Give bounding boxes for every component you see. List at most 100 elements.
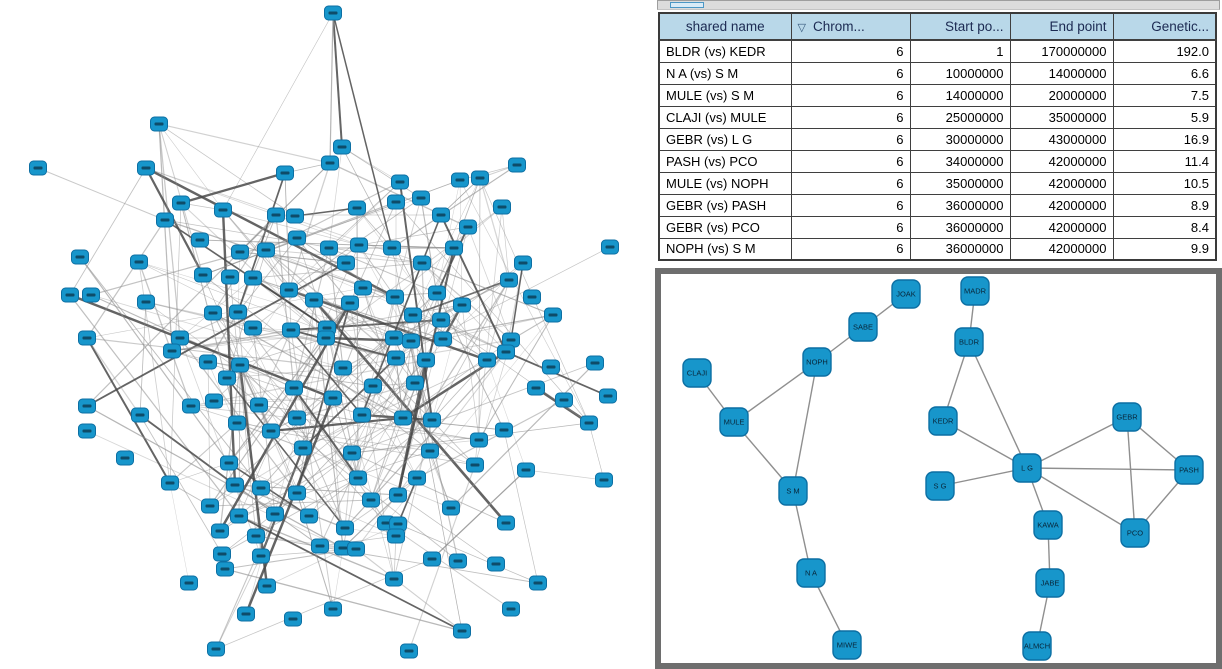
overview-node[interactable] (172, 195, 190, 211)
overview-node[interactable] (191, 232, 209, 248)
table-row[interactable]: CLAJI (vs) MULE 6 25000000 35000000 5.9 (658, 105, 1217, 129)
cell[interactable]: 10000000 (909, 61, 1011, 85)
overview-node[interactable] (529, 575, 547, 591)
overview-node[interactable] (204, 305, 222, 321)
overview-node[interactable] (478, 352, 496, 368)
node-jabe[interactable]: JABE (1035, 568, 1065, 598)
overview-node[interactable] (337, 255, 355, 271)
cell[interactable]: 6 (790, 149, 911, 173)
overview-node[interactable] (334, 360, 352, 376)
overview-node[interactable] (523, 289, 541, 305)
overview-node[interactable] (311, 538, 329, 554)
overview-node[interactable] (432, 312, 450, 328)
cell[interactable]: N A (vs) S M (658, 61, 792, 85)
overview-node[interactable] (156, 212, 174, 228)
overview-node[interactable] (354, 280, 372, 296)
node-kawa[interactable]: KAWA (1033, 510, 1063, 540)
cell[interactable]: 6.6 (1112, 61, 1217, 85)
overview-node[interactable] (258, 578, 276, 594)
overview-node[interactable] (364, 378, 382, 394)
overview-network-canvas[interactable] (0, 0, 655, 669)
overview-node[interactable] (466, 457, 484, 473)
cell[interactable]: 35000000 (909, 171, 1011, 195)
overview-node[interactable] (387, 350, 405, 366)
cell[interactable]: 14000000 (909, 83, 1011, 107)
overview-node[interactable] (286, 208, 304, 224)
node-shape[interactable] (848, 312, 878, 342)
overview-node[interactable] (78, 423, 96, 439)
overview-node[interactable] (250, 397, 268, 413)
node-shape[interactable] (832, 630, 862, 660)
overview-node[interactable] (451, 172, 469, 188)
node-shape[interactable] (802, 347, 832, 377)
overview-node[interactable] (230, 508, 248, 524)
node-pco[interactable]: PCO (1120, 518, 1150, 548)
node-s-g[interactable]: S G (925, 471, 955, 501)
overview-node[interactable] (408, 470, 426, 486)
node-joak[interactable]: JOAK (891, 279, 921, 309)
node-shape[interactable] (1035, 568, 1065, 598)
edge-BLDR-L-G[interactable] (968, 341, 1028, 469)
overview-node[interactable] (29, 160, 47, 176)
cell[interactable]: 7.5 (1112, 83, 1217, 107)
overview-node[interactable] (228, 415, 246, 431)
cell[interactable]: 6 (790, 83, 911, 107)
detail-network-canvas[interactable]: JOAK MADR SABE BLDR NOPH CLAJI MULE KEDR GEBR L G… (661, 274, 1216, 663)
overview-node[interactable] (421, 443, 439, 459)
overview-node[interactable] (487, 556, 505, 572)
overview-node[interactable] (305, 292, 323, 308)
overview-node[interactable] (542, 359, 560, 375)
cell[interactable]: MULE (vs) S M (658, 83, 792, 107)
cell[interactable]: BLDR (vs) KEDR (658, 39, 792, 63)
overview-node[interactable] (445, 240, 463, 256)
overview-node[interactable] (280, 282, 298, 298)
overview-node[interactable] (470, 432, 488, 448)
cell[interactable]: NOPH (vs) S M (658, 237, 792, 261)
overview-node[interactable] (288, 230, 306, 246)
overview-node[interactable] (417, 352, 435, 368)
overview-node[interactable] (244, 270, 262, 286)
overview-node[interactable] (347, 541, 365, 557)
cell[interactable]: 6 (790, 105, 911, 129)
node-shape[interactable] (1012, 453, 1042, 483)
cell[interactable]: GEBR (vs) PASH (658, 193, 792, 217)
overview-node[interactable] (341, 295, 359, 311)
table-row[interactable]: MULE (vs) NOPH 6 35000000 42000000 10.5 (658, 171, 1217, 195)
overview-node[interactable] (459, 219, 477, 235)
node-shape[interactable] (928, 406, 958, 436)
scrollbar-thumb[interactable] (670, 2, 704, 8)
overview-node[interactable] (586, 355, 604, 371)
node-shape[interactable] (954, 327, 984, 357)
cell[interactable]: 6 (790, 127, 911, 151)
edge-L-G-PCO[interactable] (1026, 467, 1136, 534)
node-mule[interactable]: MULE (719, 407, 749, 437)
table-row[interactable]: GEBR (vs) PASH 6 36000000 42000000 8.9 (658, 193, 1217, 217)
node-shape[interactable] (682, 358, 712, 388)
overview-node[interactable] (348, 200, 366, 216)
cell[interactable]: 25000000 (909, 105, 1011, 129)
overview-node[interactable] (214, 202, 232, 218)
overview-node[interactable] (423, 551, 441, 567)
column-header-start-position[interactable]: Start po... (909, 12, 1011, 41)
cell[interactable]: 6 (790, 39, 911, 63)
overview-node[interactable] (389, 516, 407, 532)
cell[interactable]: GEBR (vs) PCO (658, 215, 792, 239)
overview-node[interactable] (500, 272, 518, 288)
overview-node[interactable] (252, 548, 270, 564)
overview-node[interactable] (171, 330, 189, 346)
overview-node[interactable] (387, 194, 405, 210)
node-shape[interactable] (719, 407, 749, 437)
overview-node[interactable] (229, 304, 247, 320)
cell[interactable]: 42000000 (1009, 149, 1114, 173)
overview-node[interactable] (353, 407, 371, 423)
overview-node[interactable] (350, 237, 368, 253)
node-shape[interactable] (1022, 631, 1052, 661)
overview-node[interactable] (205, 393, 223, 409)
cell[interactable]: 6 (790, 193, 911, 217)
table-row[interactable]: GEBR (vs) PCO 6 36000000 42000000 8.4 (658, 215, 1217, 239)
overview-node[interactable] (216, 561, 234, 577)
cell[interactable]: 42000000 (1009, 193, 1114, 217)
overview-node[interactable] (442, 500, 460, 516)
cell[interactable]: 42000000 (1009, 215, 1114, 239)
overview-node[interactable] (182, 398, 200, 414)
